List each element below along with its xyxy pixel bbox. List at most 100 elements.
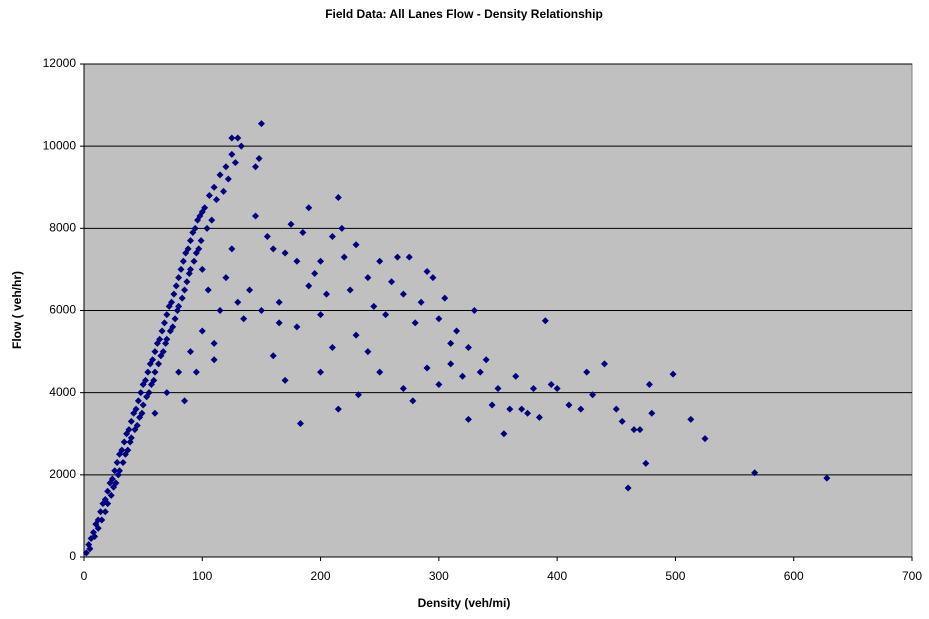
point <box>317 311 325 319</box>
point <box>334 405 342 413</box>
point <box>305 204 313 212</box>
point <box>577 405 585 413</box>
point <box>212 196 220 204</box>
x-axis-label: Density (veh/mi) <box>418 596 511 610</box>
point <box>299 228 307 236</box>
point <box>111 467 119 475</box>
x-tick-label: 100 <box>192 569 212 583</box>
point <box>583 368 591 376</box>
point <box>210 183 218 191</box>
point <box>423 364 431 372</box>
point <box>151 348 159 356</box>
point <box>441 294 449 302</box>
point <box>296 419 304 427</box>
point <box>470 307 478 314</box>
point <box>158 327 166 335</box>
point <box>346 286 354 294</box>
point <box>98 516 106 524</box>
point <box>388 278 396 286</box>
point <box>317 368 325 376</box>
point <box>334 194 342 202</box>
point <box>275 298 283 306</box>
point <box>177 265 185 273</box>
point <box>518 405 526 413</box>
point <box>220 187 228 195</box>
point <box>263 233 271 241</box>
point <box>94 516 102 524</box>
y-tick-label: 2000 <box>49 467 76 481</box>
point <box>234 134 242 142</box>
point <box>186 265 194 273</box>
point <box>648 409 656 417</box>
point <box>86 545 94 553</box>
point <box>124 446 132 454</box>
point <box>453 327 461 335</box>
x-tick-label: 600 <box>784 569 804 583</box>
point <box>464 415 472 423</box>
point <box>181 286 189 294</box>
point <box>541 317 549 325</box>
point <box>156 335 164 343</box>
point <box>144 368 152 376</box>
point <box>447 339 455 347</box>
point <box>624 484 632 492</box>
point <box>186 237 194 245</box>
x-tick-label: 400 <box>547 569 567 583</box>
point <box>172 282 180 290</box>
point <box>411 319 419 327</box>
point <box>155 360 163 368</box>
point <box>228 150 236 158</box>
point <box>198 327 206 335</box>
point <box>216 307 224 314</box>
point <box>751 469 759 477</box>
point <box>150 376 158 384</box>
point <box>82 549 90 557</box>
x-tick-label: 700 <box>902 569 922 583</box>
point <box>482 356 490 364</box>
point <box>208 216 216 224</box>
point <box>112 479 120 487</box>
point <box>612 405 620 413</box>
point <box>186 348 194 356</box>
point <box>281 376 289 384</box>
point <box>191 224 199 232</box>
point <box>149 356 157 364</box>
point <box>305 282 313 290</box>
point <box>163 311 171 319</box>
point <box>252 163 260 171</box>
point <box>429 274 437 282</box>
point <box>101 508 109 516</box>
point <box>170 290 178 298</box>
point <box>134 397 142 405</box>
point <box>203 224 211 232</box>
point <box>376 368 384 376</box>
point <box>120 438 128 446</box>
point <box>524 409 532 417</box>
point <box>175 368 183 376</box>
point <box>234 298 242 306</box>
x-tick-label: 0 <box>81 569 88 583</box>
point <box>201 204 209 212</box>
chart-title: Field Data: All Lanes Flow - Density Rel… <box>325 7 603 21</box>
point <box>175 274 183 282</box>
point <box>159 348 167 356</box>
point <box>104 487 112 495</box>
point <box>370 302 378 310</box>
point <box>91 532 99 540</box>
point <box>287 220 295 228</box>
point <box>210 356 218 364</box>
point <box>447 360 455 368</box>
point <box>255 154 263 162</box>
point <box>125 426 133 434</box>
point <box>179 257 187 265</box>
point <box>204 286 212 294</box>
point <box>435 315 443 323</box>
point <box>222 274 230 282</box>
point <box>151 409 159 417</box>
point <box>192 368 200 376</box>
point <box>476 368 484 376</box>
point <box>500 430 508 438</box>
point <box>160 319 168 327</box>
point <box>127 434 135 442</box>
point <box>224 175 232 183</box>
